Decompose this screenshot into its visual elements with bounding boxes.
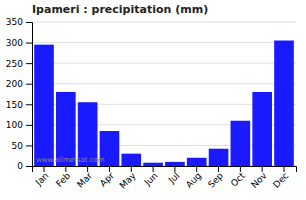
x-tick-label: Jun — [142, 171, 160, 189]
y-tick-label: 50 — [12, 141, 24, 151]
y-tick: 200 — [6, 79, 32, 89]
y-axis-line — [26, 23, 33, 167]
x-tick-label: Jul — [166, 171, 181, 186]
bar — [56, 92, 76, 166]
bar — [165, 162, 185, 166]
bar — [209, 149, 229, 166]
bar — [121, 154, 141, 166]
bars — [34, 41, 294, 166]
grid-line — [32, 83, 296, 84]
x-tick: Oct — [229, 166, 247, 189]
bar — [143, 163, 163, 166]
x-tick: Dec — [271, 166, 290, 190]
x-tick: Apr — [98, 166, 116, 189]
x-axis-line — [33, 167, 297, 173]
x-tick-label: Feb — [54, 170, 73, 189]
chart: 050100150200250300350JanFebMarAprMayJunJ… — [0, 0, 306, 200]
grid — [32, 22, 296, 166]
y-tick-label: 150 — [6, 100, 23, 110]
y-tick: 350 — [6, 17, 32, 27]
bar — [187, 158, 207, 166]
y-tick-mark — [26, 84, 32, 85]
y-tick-mark — [26, 145, 32, 146]
title: Ipameri : precipitation (mm) — [32, 3, 208, 16]
x-tick-label: Sep — [206, 170, 225, 189]
y-tick-mark — [26, 22, 32, 23]
bar — [231, 121, 251, 166]
bar — [274, 41, 294, 166]
y-tick: 150 — [6, 100, 32, 110]
x-axis: JanFebMarAprMayJun JulAugSepOctNovDec — [33, 166, 297, 191]
x-tick: Feb — [54, 166, 73, 189]
y-tick: 100 — [6, 120, 32, 130]
y-tick-mark — [26, 104, 32, 105]
y-tick-mark — [26, 166, 32, 167]
y-tick-label: 300 — [6, 38, 23, 48]
x-tick: Nov — [249, 166, 269, 190]
x-tick: Jan — [33, 166, 51, 188]
y-axis: 0 50 100 150 200 250 300 350 — [6, 17, 33, 171]
grid-line — [32, 22, 296, 23]
x-tick-label: Mar — [75, 170, 94, 189]
y-tick: 0 — [17, 161, 32, 171]
x-tick: Sep — [206, 166, 225, 190]
x-tick: May — [118, 166, 139, 191]
annotation: www.allmetsat.com — [36, 156, 105, 164]
y-tick-label: 0 — [17, 161, 23, 171]
bar — [34, 45, 54, 166]
y-tick-mark — [26, 63, 32, 64]
grid-line — [32, 63, 296, 64]
bar — [252, 92, 272, 166]
y-tick: 50 — [12, 141, 32, 151]
x-tick: Jun — [142, 166, 160, 188]
x-tick-label: Jan — [33, 171, 51, 189]
x-tick-label: Aug — [184, 171, 204, 191]
y-tick-label: 200 — [6, 79, 23, 89]
x-tick-label: Nov — [249, 170, 269, 190]
x-tick-label: Apr — [98, 170, 116, 188]
y-tick-label: 250 — [6, 59, 23, 69]
x-tick-label: Oct — [229, 170, 247, 188]
y-tick: 250 — [6, 59, 32, 69]
x-tick: Mar — [75, 166, 94, 190]
x-tick-label: May — [118, 170, 139, 191]
x-tick: Aug — [184, 166, 204, 190]
grid-line — [32, 42, 296, 43]
y-tick-mark — [26, 43, 32, 44]
y-tick-mark — [26, 125, 32, 126]
x-tick-label: Dec — [271, 170, 290, 189]
x-tick: Jul — [166, 166, 181, 186]
y-tick: 300 — [6, 38, 32, 48]
y-tick-label: 350 — [6, 17, 23, 27]
y-tick-label: 100 — [6, 120, 23, 130]
